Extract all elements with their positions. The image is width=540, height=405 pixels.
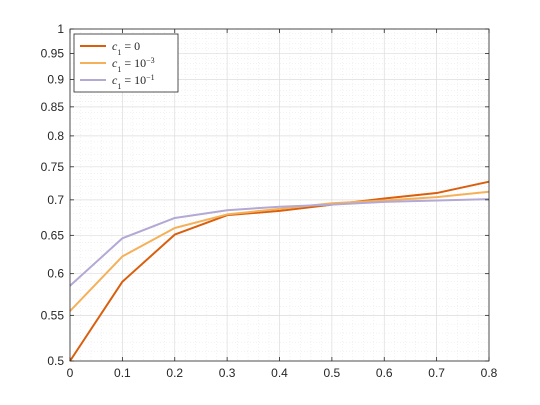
legend-label-0: c1 = 0 <box>112 39 140 57</box>
y-tick-label: 0.55 <box>41 308 65 322</box>
y-tick-label: 0.8 <box>47 129 64 143</box>
y-tick-label: 0.6 <box>47 267 64 281</box>
legend: c1 = 0c1 = 10−3c1 = 10−1 <box>73 33 179 93</box>
y-tick-label: 0.65 <box>41 228 65 242</box>
legend-label-2: c1 = 10−1 <box>112 73 155 91</box>
series-lines <box>69 180 490 362</box>
axis-ticks <box>69 28 490 362</box>
x-tick-label: 0 <box>67 366 74 380</box>
y-tick-label: 0.7 <box>47 193 64 207</box>
y-tick-label: 0.5 <box>47 354 64 368</box>
y-axis-tick-labels: 0.5 0.55 0.6 0.65 0.7 0.75 0.8 0.85 0.9 0.95 1 <box>41 22 65 368</box>
series-line-1 <box>69 190 490 312</box>
x-tick-label: 0.4 <box>271 366 288 380</box>
x-axis-tick-labels: 0 0.1 0.2 0.3 0.4 0.5 0.6 0.7 0.8 <box>67 366 498 380</box>
series-line-2 <box>69 198 490 287</box>
x-tick-label: 0.3 <box>219 366 236 380</box>
legend-label-1: c1 = 10−3 <box>112 56 155 74</box>
x-tick-label: 0.6 <box>376 366 393 380</box>
x-tick-label: 0.1 <box>114 366 131 380</box>
x-tick-label: 0.8 <box>481 366 498 380</box>
y-tick-label: 0.75 <box>41 160 65 174</box>
x-tick-label: 0.7 <box>428 366 445 380</box>
series-line-0 <box>69 180 490 362</box>
y-tick-label: 0.9 <box>47 72 64 86</box>
x-tick-label: 0.5 <box>324 366 341 380</box>
y-tick-label: 0.95 <box>41 47 65 61</box>
y-tick-label: 0.85 <box>41 100 65 114</box>
x-tick-label: 0.2 <box>166 366 183 380</box>
y-tick-label: 1 <box>57 22 64 36</box>
